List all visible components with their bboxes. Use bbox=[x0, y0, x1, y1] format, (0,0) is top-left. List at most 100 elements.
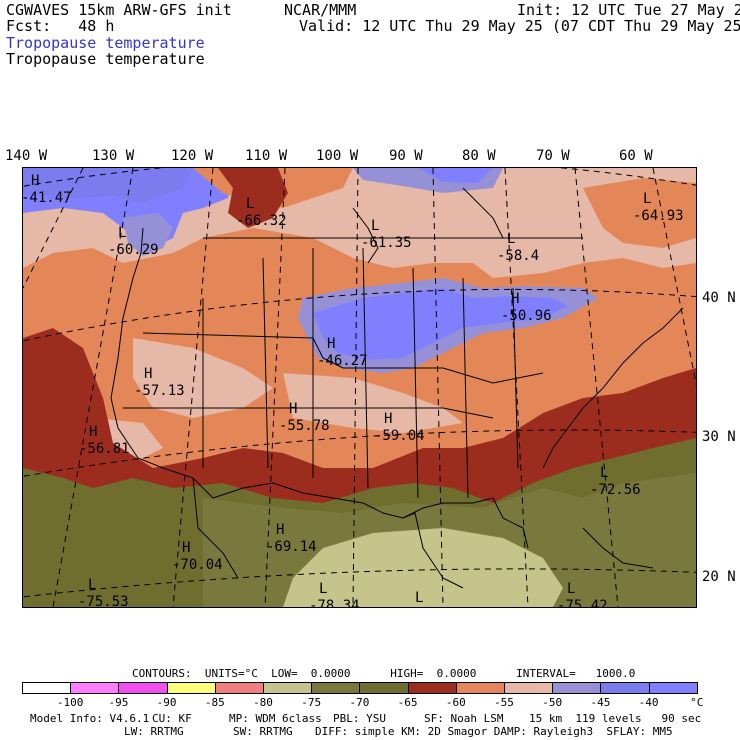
colorbar-label: -100 bbox=[56, 696, 84, 709]
map-panel: H -41.47 L -60.29 L -66.32 L -61.35 L -58.4 L -64.9… bbox=[22, 167, 697, 608]
surface-scheme: SF: Noah LSM bbox=[424, 712, 504, 725]
colorbar-label: -50 bbox=[542, 696, 563, 709]
lon-label: 110 W bbox=[245, 148, 288, 164]
colorbar-label: -95 bbox=[108, 696, 129, 709]
system-value: -66.32 bbox=[236, 213, 287, 229]
system-value: -56.81 bbox=[79, 441, 130, 457]
low-marker: L bbox=[371, 218, 379, 234]
system-value: -55.78 bbox=[279, 418, 330, 434]
lon-label: 80 W bbox=[462, 148, 496, 164]
center-name: NCAR/MMM bbox=[284, 1, 357, 19]
high-marker: H bbox=[511, 291, 519, 307]
coastline bbox=[352, 207, 379, 264]
low-marker: L bbox=[643, 191, 651, 207]
colorbar-label: -85 bbox=[204, 696, 225, 709]
low-marker: L bbox=[319, 581, 327, 597]
graticule-line bbox=[23, 429, 696, 477]
contours-info: CONTOURS: UNITS=°C LOW= 0.0000 HIGH= 0.0… bbox=[132, 667, 636, 680]
system-value: -75.53 bbox=[78, 594, 129, 607]
region-blue bbox=[23, 168, 193, 203]
high-marker: H bbox=[89, 424, 97, 440]
coastline bbox=[110, 227, 214, 499]
colorbar-swatch bbox=[359, 682, 409, 694]
border-line bbox=[362, 247, 369, 489]
graticule-line bbox=[23, 288, 696, 342]
lon-label: 60 W bbox=[619, 148, 653, 164]
graticule-line bbox=[23, 168, 696, 187]
lon-label: 140 W bbox=[5, 148, 48, 164]
graticule-line bbox=[352, 168, 359, 607]
border-line bbox=[412, 267, 419, 499]
system-value: -60.29 bbox=[108, 242, 159, 258]
coastline bbox=[542, 307, 684, 469]
lon-label: 90 W bbox=[389, 148, 423, 164]
colorbar-swatch bbox=[648, 682, 698, 694]
border-line bbox=[512, 287, 519, 469]
shortwave-scheme: SW: RRTMG bbox=[233, 725, 293, 738]
border-line bbox=[123, 407, 494, 419]
colorbar-swatch bbox=[504, 682, 554, 694]
field-title-contour: Tropopause temperature bbox=[6, 50, 205, 68]
coastlines-borders bbox=[110, 187, 684, 589]
valid-time: Valid: 12 UTC Thu 29 May 25 (07 CDT Thu … bbox=[299, 17, 740, 35]
coastline bbox=[462, 187, 504, 239]
colorbar-label: -40 bbox=[638, 696, 659, 709]
colorbar-swatch bbox=[263, 682, 313, 694]
colorbar-label: -65 bbox=[397, 696, 418, 709]
system-value: -57.13 bbox=[134, 383, 185, 399]
graticule-line bbox=[23, 168, 84, 289]
system-value: -41.47 bbox=[23, 190, 72, 206]
lon-label: 130 W bbox=[92, 148, 135, 164]
system-value: -72.56 bbox=[590, 482, 641, 498]
low-marker: L bbox=[415, 590, 423, 606]
graticule-line bbox=[172, 168, 214, 607]
colorbar-swatch bbox=[22, 682, 72, 694]
system-value: -78.34 bbox=[309, 598, 360, 607]
low-marker: L bbox=[567, 581, 575, 597]
region-blue bbox=[313, 288, 568, 360]
system-value: -75.42 bbox=[557, 598, 608, 607]
colorbar-label: -45 bbox=[590, 696, 611, 709]
graticule-line bbox=[264, 168, 286, 607]
lon-label: 70 W bbox=[536, 148, 570, 164]
model-info: Model Info: V4.6.1 bbox=[30, 712, 150, 725]
system-value: -64.93 bbox=[633, 208, 684, 224]
system-value: -70.04 bbox=[172, 557, 223, 573]
region-orange bbox=[583, 178, 696, 248]
init-time: Init: 12 UTC Tue 27 May 25 bbox=[517, 1, 740, 19]
system-value: -69.14 bbox=[266, 539, 317, 555]
region-dark-red bbox=[218, 168, 288, 228]
colorbar-swatch bbox=[70, 682, 120, 694]
coastline bbox=[582, 527, 654, 569]
system-value: -59.04 bbox=[374, 428, 425, 444]
longwave-scheme: LW: RRTMG bbox=[124, 725, 184, 738]
colorbar-swatch bbox=[407, 682, 457, 694]
low-marker: L bbox=[600, 465, 608, 481]
border-line bbox=[262, 257, 269, 469]
field-title-shaded: Tropopause temperature bbox=[6, 34, 205, 52]
system-value: -58.4 bbox=[497, 248, 539, 264]
lon-label: 100 W bbox=[316, 148, 359, 164]
lat-label: 30 N bbox=[702, 429, 736, 445]
high-marker: H bbox=[144, 366, 152, 382]
high-marker: H bbox=[289, 401, 297, 417]
colorbar-label: -90 bbox=[156, 696, 177, 709]
high-marker: H bbox=[384, 411, 392, 427]
pressure-systems-layer: H-41.47L-60.29L-66.32 L-61.35 L-58.4L-64.9… bbox=[23, 173, 684, 607]
system-value: -61.35 bbox=[361, 235, 412, 251]
colorbar-label: -80 bbox=[253, 696, 273, 709]
colorbar-label: -70 bbox=[349, 696, 370, 709]
high-marker: H bbox=[276, 522, 284, 538]
colorbar-swatch bbox=[600, 682, 650, 694]
lat-label: 20 N bbox=[702, 569, 736, 585]
colorbar-swatch bbox=[552, 682, 602, 694]
pbl-scheme: PBL: YSU bbox=[333, 712, 386, 725]
colorbar-swatch bbox=[214, 682, 264, 694]
low-marker: L bbox=[118, 225, 126, 241]
low-marker: L bbox=[88, 577, 96, 593]
forecast-hour: Fcst: 48 h bbox=[6, 17, 115, 35]
grid-info: 15 km 119 levels 90 sec bbox=[529, 712, 702, 725]
region-lavender bbox=[123, 213, 173, 256]
cumulus-scheme: CU: KF bbox=[152, 712, 192, 725]
lat-label: 40 N bbox=[702, 290, 736, 306]
